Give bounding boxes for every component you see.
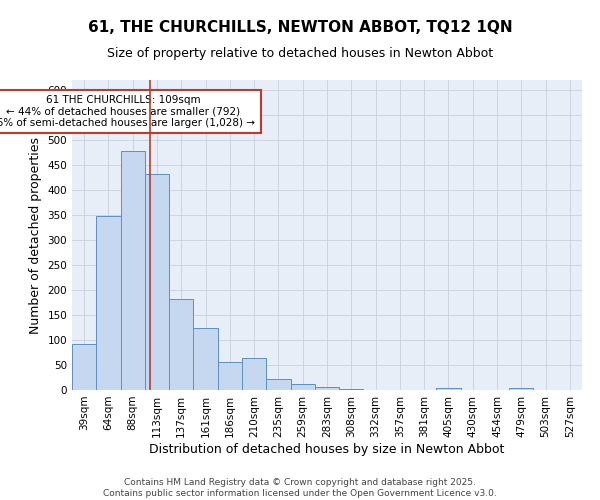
Text: 61 THE CHURCHILLS: 109sqm
← 44% of detached houses are smaller (792)
56% of semi: 61 THE CHURCHILLS: 109sqm ← 44% of detac… (0, 95, 256, 128)
Bar (169, 298, 193, 390)
Bar (72, 344, 96, 390)
Bar (242, 358, 266, 390)
Y-axis label: Number of detached properties: Number of detached properties (29, 136, 42, 334)
Bar (290, 384, 315, 390)
Bar (509, 388, 533, 390)
Bar (436, 388, 461, 390)
Bar (339, 389, 364, 390)
Text: Size of property relative to detached houses in Newton Abbot: Size of property relative to detached ho… (107, 48, 493, 60)
Bar (121, 151, 145, 390)
Text: 61, THE CHURCHILLS, NEWTON ABBOT, TQ12 1QN: 61, THE CHURCHILLS, NEWTON ABBOT, TQ12 1… (88, 20, 512, 35)
Bar (315, 386, 339, 390)
Bar (266, 378, 290, 390)
Text: Contains HM Land Registry data © Crown copyright and database right 2025.
Contai: Contains HM Land Registry data © Crown c… (103, 478, 497, 498)
Bar (145, 174, 169, 390)
Bar (193, 328, 218, 390)
Bar (96, 216, 121, 390)
X-axis label: Distribution of detached houses by size in Newton Abbot: Distribution of detached houses by size … (149, 442, 505, 456)
Bar (218, 362, 242, 390)
